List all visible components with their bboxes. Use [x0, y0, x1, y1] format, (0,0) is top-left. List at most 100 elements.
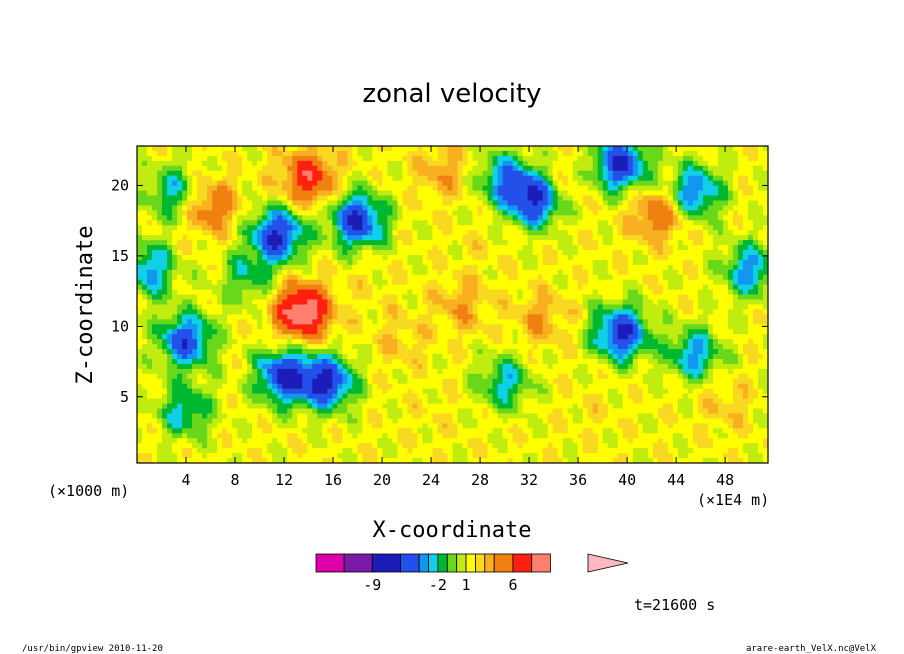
contour-cell: [542, 160, 549, 167]
contour-cell: [457, 146, 464, 152]
contour-cell: [702, 289, 709, 296]
contour-cell: [697, 225, 704, 231]
contour-cell: [622, 274, 629, 281]
contour-cell: [232, 215, 238, 221]
contour-cell: [637, 269, 644, 276]
contour-cell: [357, 240, 363, 246]
contour-cell: [702, 334, 709, 340]
contour-cell: [672, 220, 679, 226]
contour-cell: [432, 250, 439, 256]
contour-cell: [577, 210, 584, 216]
contour-cell: [697, 220, 704, 226]
contour-cell: [212, 240, 218, 246]
contour-cell: [297, 195, 303, 202]
contour-cell: [232, 225, 238, 231]
contour-cell: [697, 324, 704, 330]
contour-cell: [457, 195, 464, 202]
contour-cell: [237, 155, 243, 162]
contour-cell: [172, 150, 178, 157]
contour-cell: [612, 299, 619, 306]
contour-cell: [622, 309, 629, 315]
contour-cell: [362, 279, 368, 286]
contour-cell: [452, 334, 459, 340]
contour-cell: [637, 170, 644, 177]
contour-cell: [687, 146, 694, 152]
contour-cell: [622, 200, 629, 207]
contour-cell: [532, 170, 539, 177]
contour-cell: [737, 324, 744, 330]
contour-cell: [242, 269, 248, 276]
contour-cell: [287, 220, 293, 226]
contour-cell: [162, 175, 168, 182]
contour-cell: [697, 304, 704, 311]
contour-cell: [172, 230, 178, 236]
contour-cell: [537, 155, 544, 162]
contour-cell: [402, 245, 409, 251]
contour-cell: [757, 324, 764, 330]
contour-cell: [297, 254, 303, 261]
contour-cell: [542, 289, 549, 296]
contour-cell: [232, 304, 238, 311]
contour-cell: [332, 279, 338, 286]
contour-cell: [467, 205, 474, 211]
contour-cell: [562, 319, 569, 325]
contour-cell: [137, 299, 143, 306]
contour-cell: [572, 150, 579, 157]
contour-cell: [207, 235, 213, 241]
contour-cell: [752, 175, 759, 182]
contour-cell: [637, 200, 644, 207]
contour-cell: [207, 324, 213, 330]
contour-cell: [572, 314, 579, 320]
contour-cell: [207, 215, 213, 221]
contour-cell: [432, 210, 439, 216]
contour-cell: [662, 319, 669, 325]
contour-cell: [492, 289, 499, 296]
contour-cell: [152, 259, 158, 266]
contour-cell: [662, 150, 669, 157]
contour-cell: [402, 279, 409, 286]
contour-cell: [417, 205, 424, 211]
contour-cell: [297, 146, 303, 152]
contour-cell: [372, 284, 378, 291]
contour-cell: [442, 205, 449, 211]
contour-cell: [172, 259, 178, 266]
contour-cell: [277, 155, 283, 162]
contour-cell: [597, 150, 604, 157]
contour-cell: [517, 319, 524, 325]
contour-cell: [452, 180, 459, 187]
contour-cell: [482, 339, 489, 345]
contour-cell: [387, 175, 394, 182]
contour-cell: [267, 200, 273, 207]
contour-cell: [507, 314, 514, 320]
contour-cell: [182, 334, 188, 340]
contour-cell: [752, 294, 759, 301]
contour-cell: [172, 185, 178, 192]
contour-cell: [642, 220, 649, 226]
contour-cell: [342, 165, 348, 172]
contour-cell: [177, 195, 183, 202]
contour-cell: [342, 185, 348, 192]
contour-cell: [412, 324, 419, 330]
contour-cell: [582, 210, 589, 216]
contour-cell: [162, 259, 168, 266]
contour-cell: [492, 299, 499, 306]
contour-cell: [387, 259, 394, 266]
contour-cell: [152, 309, 158, 315]
contour-cell: [702, 215, 709, 221]
contour-cell: [712, 165, 719, 172]
contour-cell: [377, 299, 383, 306]
contour-cell: [662, 170, 669, 177]
contour-cell: [182, 279, 188, 286]
contour-cell: [532, 180, 539, 187]
contour-cell: [187, 304, 193, 311]
contour-cell: [462, 165, 469, 172]
contour-cell: [347, 289, 353, 296]
contour-cell: [392, 304, 399, 311]
contour-cell: [152, 269, 158, 276]
contour-cell: [557, 160, 564, 167]
contour-cell: [507, 190, 514, 197]
contour-cell: [517, 170, 524, 177]
contour-cell: [202, 220, 208, 226]
contour-cell: [522, 284, 529, 291]
contour-cell: [407, 205, 414, 211]
